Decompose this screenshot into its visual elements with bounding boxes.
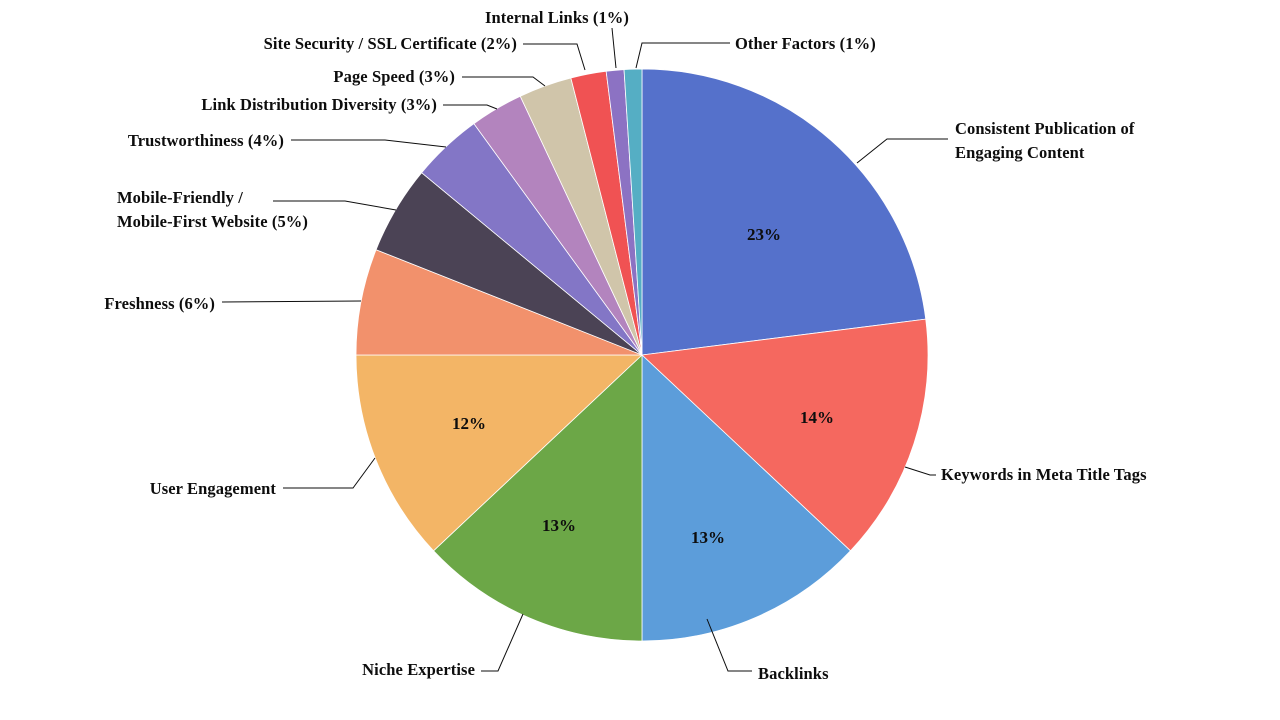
slice-pct-label-consistent-publication-of-engaging-content: 23% [747,225,781,244]
pie-slice-niche-expertise [433,354,643,642]
leader-line-link-distribution-diversity [443,104,498,110]
slice-callout-label-freshness: Freshness (6%) [104,294,215,313]
slice-callout-label-user-engagement: User Engagement [150,479,277,498]
leader-line-site-security-ssl-certificate [523,43,586,71]
pie-slice-user-engagement [355,354,643,552]
pie-slice-consistent-publication-of-engaging-content [641,68,927,356]
slice-callout-label-internal-links: Internal Links (1%) [485,8,629,27]
slice-callout-label-link-distribution-diversity: Link Distribution Diversity (3%) [201,95,437,114]
leader-line-user-engagement [283,457,376,489]
slice-pct-label-backlinks: 13% [691,528,725,547]
slice-pct-label-keywords-in-meta-title-tags: 14% [800,408,834,427]
leader-line-niche-expertise [481,613,524,672]
leader-line-keywords-in-meta-title-tags [904,466,936,476]
pie-slice-other-factors [623,68,643,356]
slice-callout-label-keywords-in-meta-title-tags: Keywords in Meta Title Tags [941,465,1147,484]
leader-line-consistent-publication-of-engaging-content [856,138,948,164]
slice-callout-label-other-factors: Other Factors (1%) [735,34,876,53]
leader-line-other-factors [635,42,730,69]
leader-line-mobile-friendly-mobile-first-website [273,200,397,211]
pie-slice-backlinks [641,354,851,642]
slice-pct-label-user-engagement: 12% [452,414,486,433]
leader-line-freshness [221,300,362,303]
slice-callout-label-niche-expertise: Niche Expertise [362,660,475,679]
leader-line-internal-links [611,27,617,69]
slice-callout-label-consistent-publication-of-engaging-content: Consistent Publication of Engaging Conten… [955,119,1135,162]
slice-callout-label-mobile-friendly-mobile-first-website: Mobile-Friendly / Mobile-First Website (5… [117,188,308,231]
leader-line-backlinks [706,618,752,672]
pie-slice-keywords-in-meta-title-tags [641,318,929,552]
leader-line-page-speed [462,76,546,87]
slice-callout-label-site-security-ssl-certificate: Site Security / SSL Certificate (2%) [264,34,517,53]
leader-line-trustworthiness [291,139,447,148]
slice-callout-label-backlinks: Backlinks [758,664,829,683]
slice-pct-label-niche-expertise: 13% [542,516,576,535]
slice-callout-label-page-speed: Page Speed (3%) [333,67,455,86]
slice-callout-label-trustworthiness: Trustworthiness (4%) [128,131,284,150]
